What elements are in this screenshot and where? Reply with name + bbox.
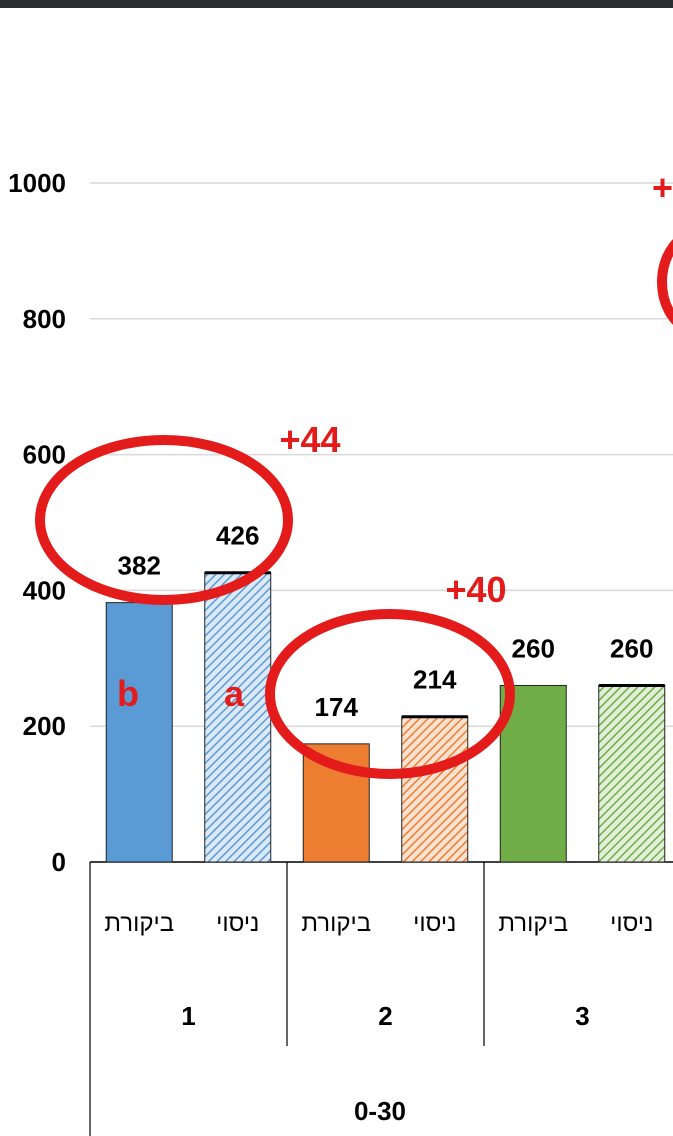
category-label-3: ביקורת bbox=[301, 910, 371, 937]
gridlines bbox=[90, 182, 673, 727]
supergroup-label: 0-30 bbox=[354, 1096, 406, 1126]
value-label-4: 214 bbox=[413, 665, 457, 695]
bar-1 bbox=[105, 602, 173, 863]
y-tick-label-200: 200 bbox=[23, 711, 66, 741]
value-label-2: 426 bbox=[216, 521, 259, 551]
value-label-3: 174 bbox=[315, 692, 359, 722]
diff-label-group-1: +44 bbox=[279, 419, 340, 460]
group-label-3: 3 bbox=[575, 1001, 589, 1031]
diff-label-group-2: +40 bbox=[445, 569, 506, 610]
highlight-ellipse-group-1 bbox=[35, 435, 293, 605]
y-tick-label-400: 400 bbox=[23, 575, 66, 605]
category-label-2: ניסוי bbox=[216, 910, 259, 937]
diff-label-group-3: + bbox=[652, 167, 673, 208]
group-label-2: 2 bbox=[378, 1001, 392, 1031]
category-label-6: ניסוי bbox=[610, 910, 653, 937]
category-label-4: ניסוי bbox=[413, 910, 456, 937]
bar-5 bbox=[499, 684, 567, 863]
y-tick-label-1000: 1000 bbox=[8, 168, 66, 198]
value-label-6: 260 bbox=[610, 633, 653, 663]
category-label-1: ביקורת bbox=[104, 910, 174, 937]
bar-6 bbox=[598, 684, 666, 863]
labels: 0 200 400 600 800 1000 382 ביקורת 426 ניסוי 174 ביק… bbox=[8, 168, 653, 1126]
window-top-bar bbox=[0, 0, 673, 8]
category-label-5: ביקורת bbox=[498, 910, 568, 937]
highlight-ellipse-group-2 bbox=[265, 609, 515, 779]
y-tick-label-800: 800 bbox=[23, 304, 66, 334]
significance-letter-b: b bbox=[117, 673, 139, 714]
significance-letter-a: a bbox=[224, 673, 245, 714]
highlight-ellipse-group-3 bbox=[657, 239, 673, 325]
y-tick-label-0: 0 bbox=[52, 847, 66, 877]
bars bbox=[105, 571, 666, 863]
axes bbox=[89, 861, 673, 1136]
value-label-1: 382 bbox=[118, 551, 161, 581]
group-label-1: 1 bbox=[181, 1001, 195, 1031]
annotations: +44 +40 + b a bbox=[35, 167, 673, 779]
bar-2 bbox=[204, 572, 272, 863]
bar-4 bbox=[401, 716, 469, 863]
y-tick-label-600: 600 bbox=[23, 440, 66, 470]
value-label-5: 260 bbox=[512, 633, 555, 663]
